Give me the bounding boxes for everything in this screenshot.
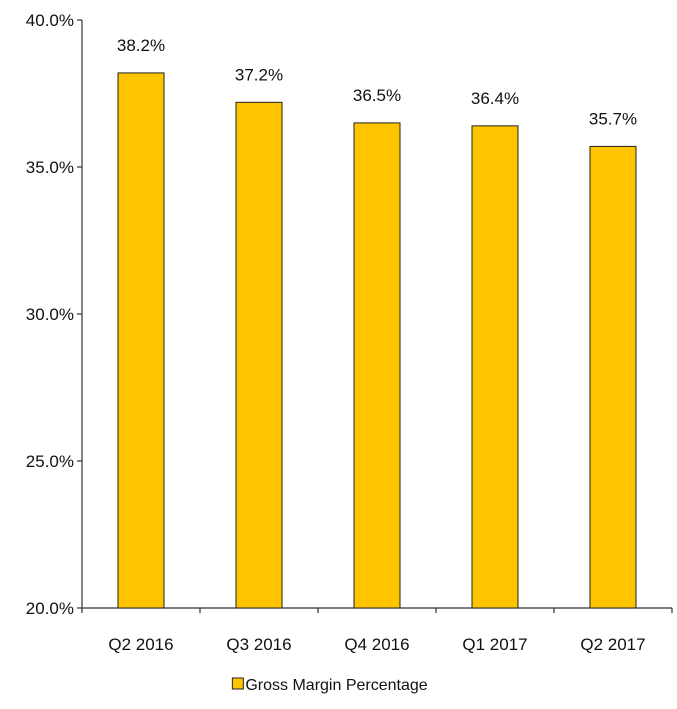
- y-tick-label: 40.0%: [26, 11, 74, 30]
- y-tick-label: 25.0%: [26, 452, 74, 471]
- bar-value-label: 38.2%: [117, 36, 165, 55]
- x-category-label: Q2 2017: [580, 635, 645, 654]
- x-category-label: Q4 2016: [344, 635, 409, 654]
- bar: [471, 125, 519, 609]
- legend: Gross Margin Percentage: [231, 677, 428, 694]
- bar-value-label: 36.4%: [471, 89, 519, 108]
- bar: [589, 145, 637, 609]
- x-category-label: Q2 2016: [108, 635, 173, 654]
- bar-value-label: 37.2%: [235, 65, 283, 84]
- bar-value-label: 36.5%: [353, 86, 401, 105]
- data-labels: 38.2% 37.2% 36.5% 36.4% 35.7%: [117, 36, 637, 129]
- bar: [353, 122, 401, 609]
- y-tick-label: 35.0%: [26, 158, 74, 177]
- bar: [235, 101, 283, 609]
- legend-label: Gross Margin Percentage: [245, 677, 427, 694]
- legend-swatch: [231, 677, 244, 690]
- bar-value-label: 35.7%: [589, 109, 637, 128]
- tick-labels: 20.0% 25.0% 30.0% 35.0% 40.0% Q2 2016 Q3 2016 Q…: [26, 11, 646, 654]
- y-tick-label: 30.0%: [26, 305, 74, 324]
- bar: [117, 72, 165, 609]
- bars: [117, 72, 637, 609]
- x-category-label: Q1 2017: [462, 635, 527, 654]
- x-category-label: Q3 2016: [226, 635, 291, 654]
- y-tick-label: 20.0%: [26, 599, 74, 618]
